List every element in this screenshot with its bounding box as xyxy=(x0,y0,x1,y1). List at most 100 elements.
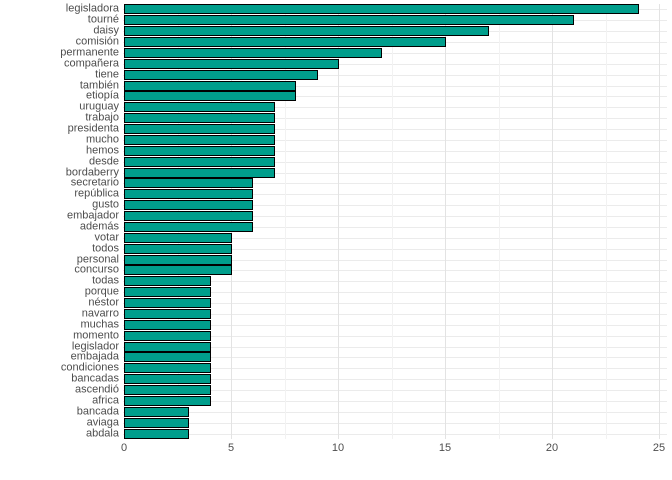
bar-legislador xyxy=(124,341,211,352)
row-gridline xyxy=(123,139,667,141)
bar-legisladora xyxy=(124,4,639,15)
row-gridline xyxy=(123,161,667,163)
category-label: africa xyxy=(92,394,119,407)
bar-también xyxy=(124,80,297,91)
category-label: aviaga xyxy=(86,416,119,429)
bar-trabajo xyxy=(124,113,275,124)
x-tick-label: 0 xyxy=(120,442,128,454)
bar-daisy xyxy=(124,26,489,37)
bar-república xyxy=(124,189,254,200)
row-gridline xyxy=(123,52,667,54)
row-gridline xyxy=(123,357,667,359)
row-gridline xyxy=(123,63,667,65)
category-label: concurso xyxy=(74,263,119,276)
category-label: hemos xyxy=(85,144,119,157)
category-label: momento xyxy=(73,329,119,342)
bar-bordaberry xyxy=(124,167,275,178)
row-gridline xyxy=(123,292,667,294)
bar-todos xyxy=(124,243,232,254)
bar-hemos xyxy=(124,145,275,156)
category-label: porque xyxy=(84,285,119,298)
category-label: ascendió xyxy=(74,383,119,396)
category-label: permanente xyxy=(60,46,119,59)
major-gridline xyxy=(659,4,660,439)
bar-africa xyxy=(124,395,211,406)
row-gridline xyxy=(123,118,667,120)
bar-personal xyxy=(124,254,232,265)
category-label: votar xyxy=(94,231,119,244)
bar-mucho xyxy=(124,134,275,145)
category-label: abdala xyxy=(85,427,119,440)
row-gridline xyxy=(123,259,667,261)
category-label: compañera xyxy=(63,57,119,70)
row-gridline xyxy=(123,107,667,109)
row-gridline xyxy=(123,129,667,131)
row-gridline xyxy=(123,172,667,174)
bar-bancada xyxy=(124,406,190,417)
major-gridline xyxy=(445,4,446,439)
row-gridline xyxy=(123,335,667,337)
x-tick-label: 25 xyxy=(652,442,666,454)
row-gridline xyxy=(123,433,667,435)
bar-concurso xyxy=(124,265,232,276)
bar-porque xyxy=(124,287,211,298)
category-label: etiopía xyxy=(85,89,119,102)
bar-tourné xyxy=(124,15,575,26)
category-label: uruguay xyxy=(79,100,119,113)
bar-gusto xyxy=(124,200,254,211)
minor-gridline xyxy=(498,4,500,439)
category-label: embajador xyxy=(67,209,119,222)
row-gridline xyxy=(123,270,667,272)
y-axis-labels: legisladora tourné daisy comisión permanente… xyxy=(0,2,119,440)
category-label: legislador xyxy=(71,340,119,353)
row-gridline xyxy=(123,346,667,348)
x-axis-labels: 0 5 10 15 20 25 xyxy=(0,441,672,457)
category-label: también xyxy=(79,79,119,92)
bar-muchas xyxy=(124,319,211,330)
category-label: bordaberry xyxy=(65,166,119,179)
minor-gridline xyxy=(605,4,607,439)
category-label: embajada xyxy=(70,350,119,363)
row-gridline xyxy=(123,324,667,326)
bar-aviaga xyxy=(124,417,190,428)
category-label: secretario xyxy=(70,176,119,189)
category-label: comisión xyxy=(75,35,119,48)
minor-gridline xyxy=(177,4,179,439)
bar-votar xyxy=(124,232,232,243)
minor-gridline xyxy=(391,4,393,439)
row-gridline xyxy=(123,183,667,185)
category-label: navarro xyxy=(81,307,119,320)
bar-tiene xyxy=(124,69,318,80)
category-label: daisy xyxy=(93,24,119,37)
row-gridline xyxy=(123,96,667,98)
category-label: desde xyxy=(89,155,119,168)
category-label: bancada xyxy=(76,405,119,418)
row-gridline xyxy=(123,205,667,207)
category-label: muchas xyxy=(80,318,119,331)
category-label: condiciones xyxy=(60,361,119,374)
major-gridline xyxy=(552,4,553,439)
row-gridline xyxy=(123,150,667,152)
category-label: todas xyxy=(92,274,119,287)
category-label: todos xyxy=(92,242,119,255)
category-label: néstor xyxy=(88,296,119,309)
bar-navarro xyxy=(124,308,211,319)
plot-panel xyxy=(123,4,667,439)
x-tick-label: 15 xyxy=(438,442,452,454)
row-gridline xyxy=(123,226,667,228)
x-tick-label: 5 xyxy=(227,442,235,454)
category-label: personal xyxy=(76,253,119,266)
row-gridline xyxy=(123,422,667,424)
category-label: mucho xyxy=(85,133,119,146)
bar-además xyxy=(124,221,254,232)
category-label: legisladora xyxy=(65,2,119,15)
bar-etiopía xyxy=(124,91,297,102)
bar-abdala xyxy=(124,428,190,439)
row-gridline xyxy=(123,411,667,413)
category-label: bancadas xyxy=(71,372,119,385)
row-gridline xyxy=(123,85,667,87)
bar-desde xyxy=(124,156,275,167)
row-gridline xyxy=(123,379,667,381)
row-gridline xyxy=(123,248,667,250)
major-gridline xyxy=(231,4,232,439)
